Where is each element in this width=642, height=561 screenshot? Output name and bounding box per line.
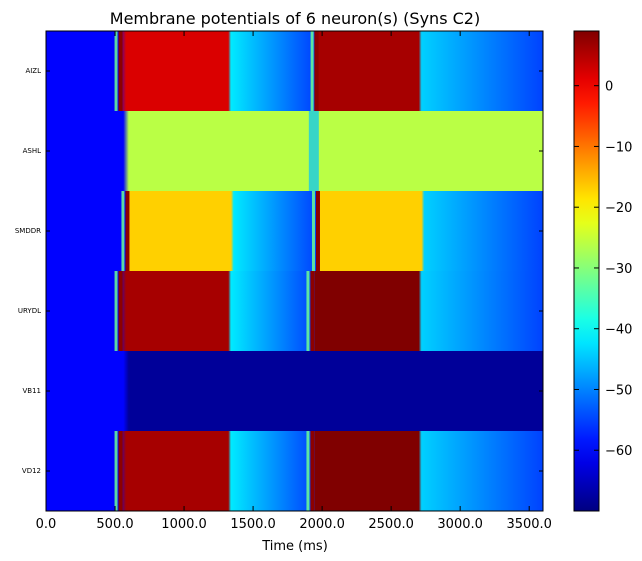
spike-mark	[316, 191, 320, 271]
dip-mark	[309, 111, 319, 191]
spike-edge	[115, 271, 118, 351]
spike-mark	[119, 271, 123, 351]
x-tick-label: 0.0	[36, 517, 57, 532]
row-label: ASHL	[23, 147, 41, 155]
spike-mark	[310, 431, 314, 511]
x-tick-label: 3000.0	[437, 517, 483, 532]
heatmap-strip	[46, 351, 543, 431]
colorbar-tick-label: −40	[605, 323, 632, 338]
x-tick-label: 2000.0	[299, 517, 345, 532]
spike-mark	[125, 191, 129, 271]
colorbar-tick-label: −60	[605, 444, 632, 459]
x-tick-label: 1000.0	[161, 517, 207, 532]
x-tick-label: 1500.0	[230, 517, 276, 532]
spike-edge	[115, 431, 118, 511]
colorbar-tick-label: −30	[605, 262, 632, 277]
colorbar-tick-label: −10	[605, 140, 632, 155]
row-label: VD12	[22, 467, 41, 475]
heatmap-plot-area	[46, 31, 543, 511]
spike-mark	[119, 431, 123, 511]
spike-edge	[115, 31, 118, 111]
colorbar: 0 −10 −20 −30 −40 −50 −60	[574, 31, 632, 511]
colorbar-gradient	[574, 31, 599, 511]
colorbar-tick-label: −50	[605, 383, 632, 398]
heatmap-row-vb11	[46, 351, 543, 431]
x-tick-label: 2500.0	[368, 517, 414, 532]
heatmap-row-smddr	[46, 191, 543, 271]
row-label: AIZL	[25, 67, 41, 75]
row-label: URYDL	[18, 307, 41, 315]
chart-title: Membrane potentials of 6 neuron(s) (Syns…	[110, 9, 480, 28]
heatmap-strip	[46, 111, 543, 191]
spike-edge	[306, 271, 309, 351]
spike-mark	[310, 271, 314, 351]
spike-mark	[315, 31, 319, 111]
spike-mark	[119, 31, 123, 111]
colorbar-tick-label: 0	[605, 80, 613, 95]
heatmap-row-vd12	[46, 431, 543, 511]
colorbar-tick-label: −20	[605, 201, 632, 216]
spike-edge	[306, 431, 309, 511]
spike-edge	[312, 191, 315, 271]
x-tick-label: 500.0	[96, 517, 133, 532]
row-label: VB11	[23, 387, 42, 395]
heatmap-row-aizl	[46, 31, 543, 111]
heatmap-row-urydl	[46, 271, 543, 351]
spike-edge	[121, 191, 124, 271]
heatmap-row-ashl	[46, 111, 543, 191]
spike-edge	[311, 31, 314, 111]
x-axis-label: Time (ms)	[261, 539, 328, 554]
heatmap-strip	[46, 191, 543, 271]
row-label: SMDDR	[15, 227, 41, 235]
x-tick-label: 3500.0	[506, 517, 552, 532]
